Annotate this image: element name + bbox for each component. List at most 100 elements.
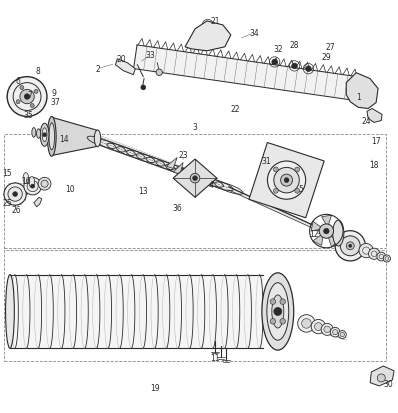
Circle shape [20,86,24,90]
Circle shape [7,78,47,117]
Polygon shape [9,79,36,115]
Circle shape [332,330,338,335]
Circle shape [369,249,380,260]
Text: 20: 20 [117,55,126,64]
Circle shape [280,319,285,324]
Circle shape [267,161,306,200]
Text: 36: 36 [172,204,182,213]
Polygon shape [185,22,231,52]
Circle shape [377,253,386,261]
Circle shape [281,175,293,187]
Text: 35: 35 [24,111,33,120]
Circle shape [314,323,322,331]
Circle shape [38,178,51,191]
Polygon shape [34,198,42,207]
Polygon shape [134,46,358,101]
Circle shape [273,189,278,194]
Circle shape [284,178,289,183]
Bar [4,250,386,361]
Polygon shape [313,234,323,246]
Circle shape [340,236,360,256]
Polygon shape [166,158,177,169]
Text: 8: 8 [35,67,40,76]
Circle shape [205,23,211,29]
Circle shape [338,331,346,339]
Circle shape [359,244,373,258]
Text: 1: 1 [356,93,361,102]
Ellipse shape [94,131,101,147]
Text: 27: 27 [326,43,335,52]
Circle shape [377,374,385,382]
Circle shape [193,176,197,181]
Text: 34: 34 [249,29,259,38]
Circle shape [311,320,326,334]
Ellipse shape [6,275,14,349]
Circle shape [20,90,34,104]
Circle shape [16,100,20,104]
Circle shape [324,326,330,333]
Ellipse shape [267,283,289,340]
Ellipse shape [32,128,36,138]
Circle shape [324,229,329,234]
Circle shape [302,319,311,328]
Circle shape [190,174,200,183]
Circle shape [270,319,276,324]
Circle shape [141,86,146,90]
Circle shape [31,185,35,189]
Circle shape [272,60,277,66]
Text: 17: 17 [371,137,381,145]
Text: 7: 7 [27,91,32,100]
Text: 11: 11 [210,353,220,362]
Ellipse shape [29,177,35,188]
Ellipse shape [40,124,49,147]
Text: 23: 23 [178,150,188,159]
Bar [4,135,386,248]
Polygon shape [185,173,193,185]
Text: 13: 13 [139,186,148,195]
Text: 31: 31 [262,157,271,165]
Polygon shape [249,143,324,218]
Circle shape [383,255,390,263]
Text: 12: 12 [310,230,319,239]
Ellipse shape [37,129,41,139]
Circle shape [13,192,18,197]
Text: 22: 22 [230,105,240,114]
Text: 14: 14 [59,135,68,143]
Text: 37: 37 [50,98,60,107]
Text: 6: 6 [16,77,20,86]
Text: 9: 9 [51,89,56,98]
Circle shape [330,328,340,337]
Polygon shape [229,188,332,237]
Circle shape [274,308,282,316]
Polygon shape [322,216,332,228]
Circle shape [274,168,299,193]
Circle shape [335,231,365,261]
Text: 21: 21 [210,17,220,26]
Circle shape [280,299,285,305]
Text: 32: 32 [274,45,283,54]
Circle shape [24,95,30,100]
Ellipse shape [262,273,294,350]
Circle shape [369,95,375,101]
Text: 15: 15 [2,168,12,177]
Circle shape [295,189,300,194]
Text: 28: 28 [290,41,299,50]
Polygon shape [98,136,227,190]
Text: 5: 5 [298,184,303,193]
Circle shape [43,133,47,138]
Circle shape [4,183,26,206]
Text: 33: 33 [146,51,155,60]
Circle shape [24,178,41,195]
Circle shape [270,299,276,305]
Text: 4: 4 [209,180,213,189]
Polygon shape [173,163,183,174]
Polygon shape [328,235,339,247]
Circle shape [298,315,315,332]
Polygon shape [330,223,343,232]
Polygon shape [10,275,263,349]
Polygon shape [52,118,98,156]
Circle shape [273,168,278,172]
Polygon shape [346,74,378,109]
Ellipse shape [49,123,55,150]
Circle shape [30,104,34,108]
